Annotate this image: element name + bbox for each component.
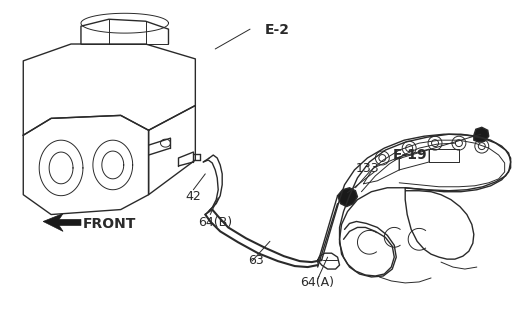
Text: 63: 63 (248, 254, 264, 267)
Text: 133: 133 (355, 162, 379, 175)
Text: FRONT: FRONT (83, 217, 136, 231)
Text: E-2: E-2 (265, 23, 290, 37)
Text: 42: 42 (185, 190, 201, 203)
Polygon shape (474, 127, 489, 142)
Text: 64(A): 64(A) (300, 276, 334, 289)
Text: 64(B): 64(B) (198, 215, 232, 228)
Text: E-19: E-19 (392, 148, 427, 162)
Polygon shape (43, 213, 81, 231)
Polygon shape (337, 188, 357, 207)
